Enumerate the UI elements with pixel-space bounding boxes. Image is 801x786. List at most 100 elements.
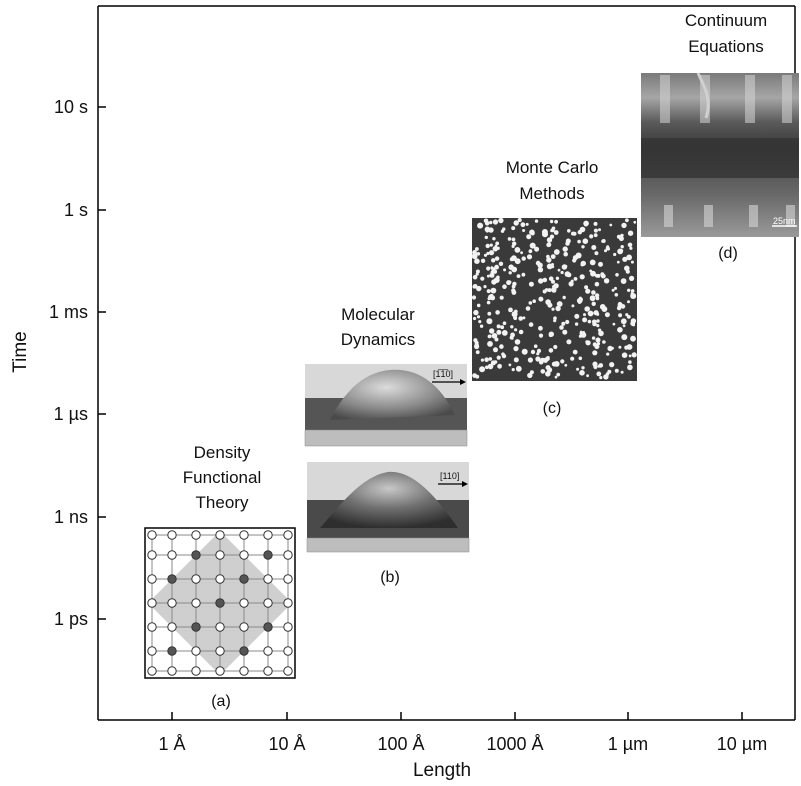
mc-particle: [575, 252, 582, 259]
mc-particle: [583, 313, 586, 317]
md-title-line2: Dynamics: [341, 330, 416, 349]
mc-particle: [499, 295, 504, 300]
lattice-atom: [167, 622, 177, 632]
mc-particle: [496, 246, 500, 250]
mc-particle: [502, 284, 507, 290]
x-tick-label: 100 Å: [377, 734, 424, 754]
mc-particle: [571, 231, 575, 236]
mc-particle: [546, 254, 550, 259]
mc-particle: [572, 349, 578, 355]
mc-particle: [502, 321, 507, 326]
mc-particle: [474, 340, 479, 345]
mc-particle: [513, 316, 517, 321]
mc-particle: [483, 285, 487, 289]
mc-particle: [592, 361, 598, 367]
mc-particle: [598, 330, 604, 337]
mc-particle: [553, 316, 557, 321]
mc-particle: [495, 310, 500, 315]
mc-particle: [522, 229, 526, 232]
lattice-atom: [263, 666, 273, 676]
lattice-atom: [215, 530, 225, 540]
md-panel: Molecular Dynamics [1̅1̅0] [110] (b): [304, 305, 470, 586]
mc-particle: [486, 300, 491, 305]
mc-particle: [591, 290, 596, 295]
mc-particle: [480, 258, 486, 263]
mc-particle: [564, 264, 568, 268]
lattice-atom: [283, 598, 293, 608]
mc-particle: [554, 219, 558, 224]
mc-particle: [567, 229, 571, 233]
lattice-atom: [263, 550, 273, 560]
mc-particle: [515, 365, 522, 372]
mc-particle: [562, 329, 568, 335]
mc-particle: [513, 357, 519, 363]
lattice-atom: [263, 598, 273, 608]
y-tick-label: 1 ns: [54, 507, 88, 527]
mc-particle: [600, 273, 606, 279]
mc-particle: [561, 321, 566, 326]
ce-caption: (d): [718, 245, 738, 262]
mc-particle: [494, 337, 499, 342]
mc-particle: [530, 349, 536, 355]
mc-particle: [589, 259, 596, 266]
mc-particle: [520, 251, 523, 255]
mc-particle: [563, 251, 568, 257]
mc-particle: [480, 276, 485, 281]
mc-particle: [538, 296, 544, 302]
md-bottom-slab-side: [306, 537, 470, 553]
mc-particle: [581, 366, 585, 370]
mc-particle: [629, 246, 633, 250]
mc-particle: [475, 247, 479, 251]
mc-particle: [589, 269, 593, 273]
mc-particle: [593, 228, 598, 233]
mc-particle: [471, 295, 477, 300]
mc-particle: [578, 356, 583, 361]
mc-particle: [603, 278, 610, 284]
mc-particle: [508, 280, 512, 284]
mc-particle: [540, 369, 546, 374]
mc-particle: [542, 289, 547, 294]
y-tick-label: 1 s: [64, 200, 88, 220]
mc-particle: [626, 344, 633, 350]
ce-band: [664, 205, 673, 227]
mc-particle: [476, 315, 481, 319]
mc-particle: [513, 346, 519, 352]
mc-particle: [576, 367, 580, 371]
mc-particle: [511, 266, 518, 273]
mc-particle: [584, 306, 590, 312]
mc-particle: [630, 289, 635, 293]
mc-particle: [553, 283, 559, 289]
lattice-atom: [239, 666, 249, 676]
lattice-atom: [167, 646, 177, 656]
mc-particle: [487, 341, 493, 347]
mc-title-line2: Methods: [519, 184, 584, 203]
lattice-atom: [191, 666, 201, 676]
mc-particle: [606, 247, 610, 251]
lattice-atom: [263, 574, 273, 584]
mc-particle: [500, 325, 505, 330]
mc-particle: [550, 229, 554, 233]
mc-particle: [484, 357, 489, 363]
mc-particle: [491, 288, 494, 292]
mc-particle: [630, 260, 634, 264]
mc-particle: [631, 352, 637, 358]
md-top-island: [330, 369, 455, 420]
mc-particle: [564, 363, 568, 367]
mc-particle: [625, 218, 629, 223]
ce-band: [745, 75, 755, 123]
ce-band: [786, 205, 795, 227]
mc-particle: [529, 242, 536, 249]
lattice-atom: [191, 550, 201, 560]
mc-particle: [471, 253, 478, 260]
mc-particle: [486, 289, 491, 294]
mc-particle: [511, 226, 516, 231]
mc-particle: [556, 372, 561, 377]
mc-particle: [514, 328, 518, 332]
mc-particle: [562, 246, 568, 252]
y-tick-label: 1 µs: [54, 404, 88, 424]
mc-particle: [594, 251, 599, 256]
mc-particle: [583, 222, 589, 227]
mc-particle: [598, 228, 601, 232]
mc-particle: [553, 361, 560, 367]
